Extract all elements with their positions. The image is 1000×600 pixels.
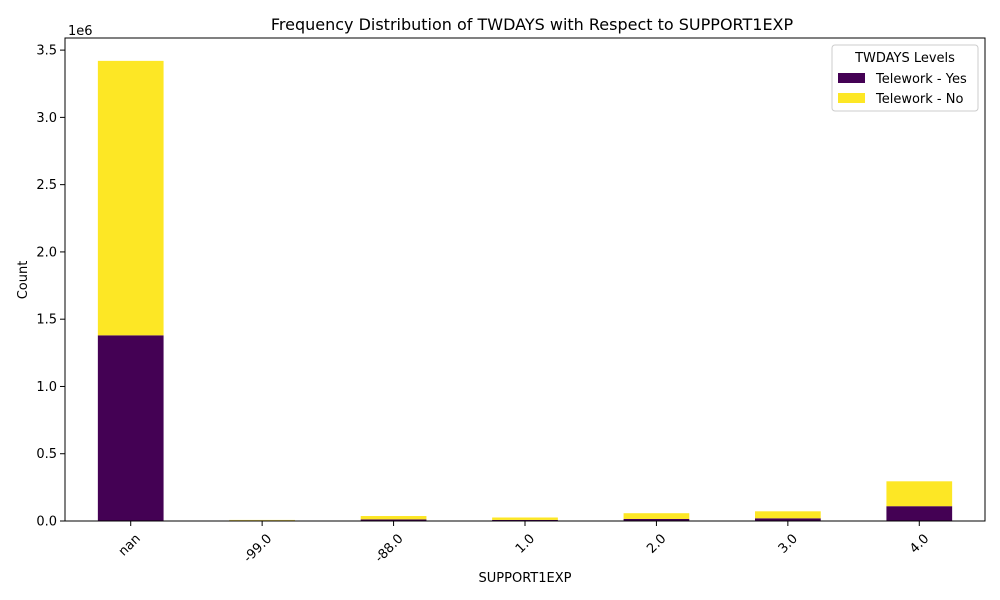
bar-1-0: [97, 60, 164, 336]
x-tick-label: 4.0: [907, 531, 932, 556]
bar-0-4: [623, 518, 690, 521]
x-tick-label: -88.0: [372, 531, 406, 565]
bar-1-4: [623, 513, 690, 519]
bar-1-5: [755, 511, 821, 519]
x-axis: nan -99.0 -88.0 1.0 2.0 3.0 4.0: [116, 521, 932, 566]
legend-label-0: Telework - Yes: [875, 72, 967, 87]
bars-layer: [97, 60, 953, 521]
bar-0-5: [755, 518, 821, 521]
x-tick-label: 3.0: [776, 531, 801, 556]
y-tick-label: 1.0: [36, 380, 57, 395]
bar-1-6: [886, 481, 953, 507]
bar-1-2: [360, 516, 427, 520]
y-tick-label: 1.5: [36, 313, 57, 328]
legend-box: [831, 44, 979, 112]
legend-label-1: Telework - No: [875, 92, 963, 107]
y-tick-label: 0.5: [36, 447, 57, 462]
legend: TWDAYS Levels Telework - Yes Telework - No: [831, 44, 979, 112]
y-tick-label: 3.0: [36, 111, 57, 126]
bar-0-3: [492, 519, 558, 521]
bar-0-2: [360, 519, 427, 521]
bar-1-3: [492, 517, 558, 520]
plot-frame: [64, 37, 986, 522]
legend-swatch-1: [838, 93, 865, 103]
x-axis-label: SUPPORT1EXP: [479, 571, 572, 586]
y-axis-label: Count: [16, 261, 31, 300]
x-tick-label: -99.0: [241, 531, 275, 565]
bar-0-0: [97, 335, 164, 521]
y-axis-offset-label: 1e6: [68, 24, 93, 39]
x-tick-label: 1.0: [513, 531, 538, 556]
legend-swatch-0: [838, 73, 865, 83]
bar-0-6: [886, 506, 953, 521]
legend-title: TWDAYS Levels: [854, 51, 955, 66]
y-tick-label: 0.0: [36, 515, 57, 530]
y-tick-label: 2.5: [36, 178, 57, 193]
chart-title: Frequency Distribution of TWDAYS with Re…: [271, 15, 794, 34]
x-tick-label: 2.0: [644, 531, 669, 556]
y-axis: 0.0 0.5 1.0 1.5 2.0 2.5 3.0 3.5: [36, 44, 65, 530]
x-tick-label: nan: [116, 531, 144, 559]
y-tick-label: 3.5: [36, 44, 57, 59]
y-tick-label: 2.0: [36, 245, 57, 260]
